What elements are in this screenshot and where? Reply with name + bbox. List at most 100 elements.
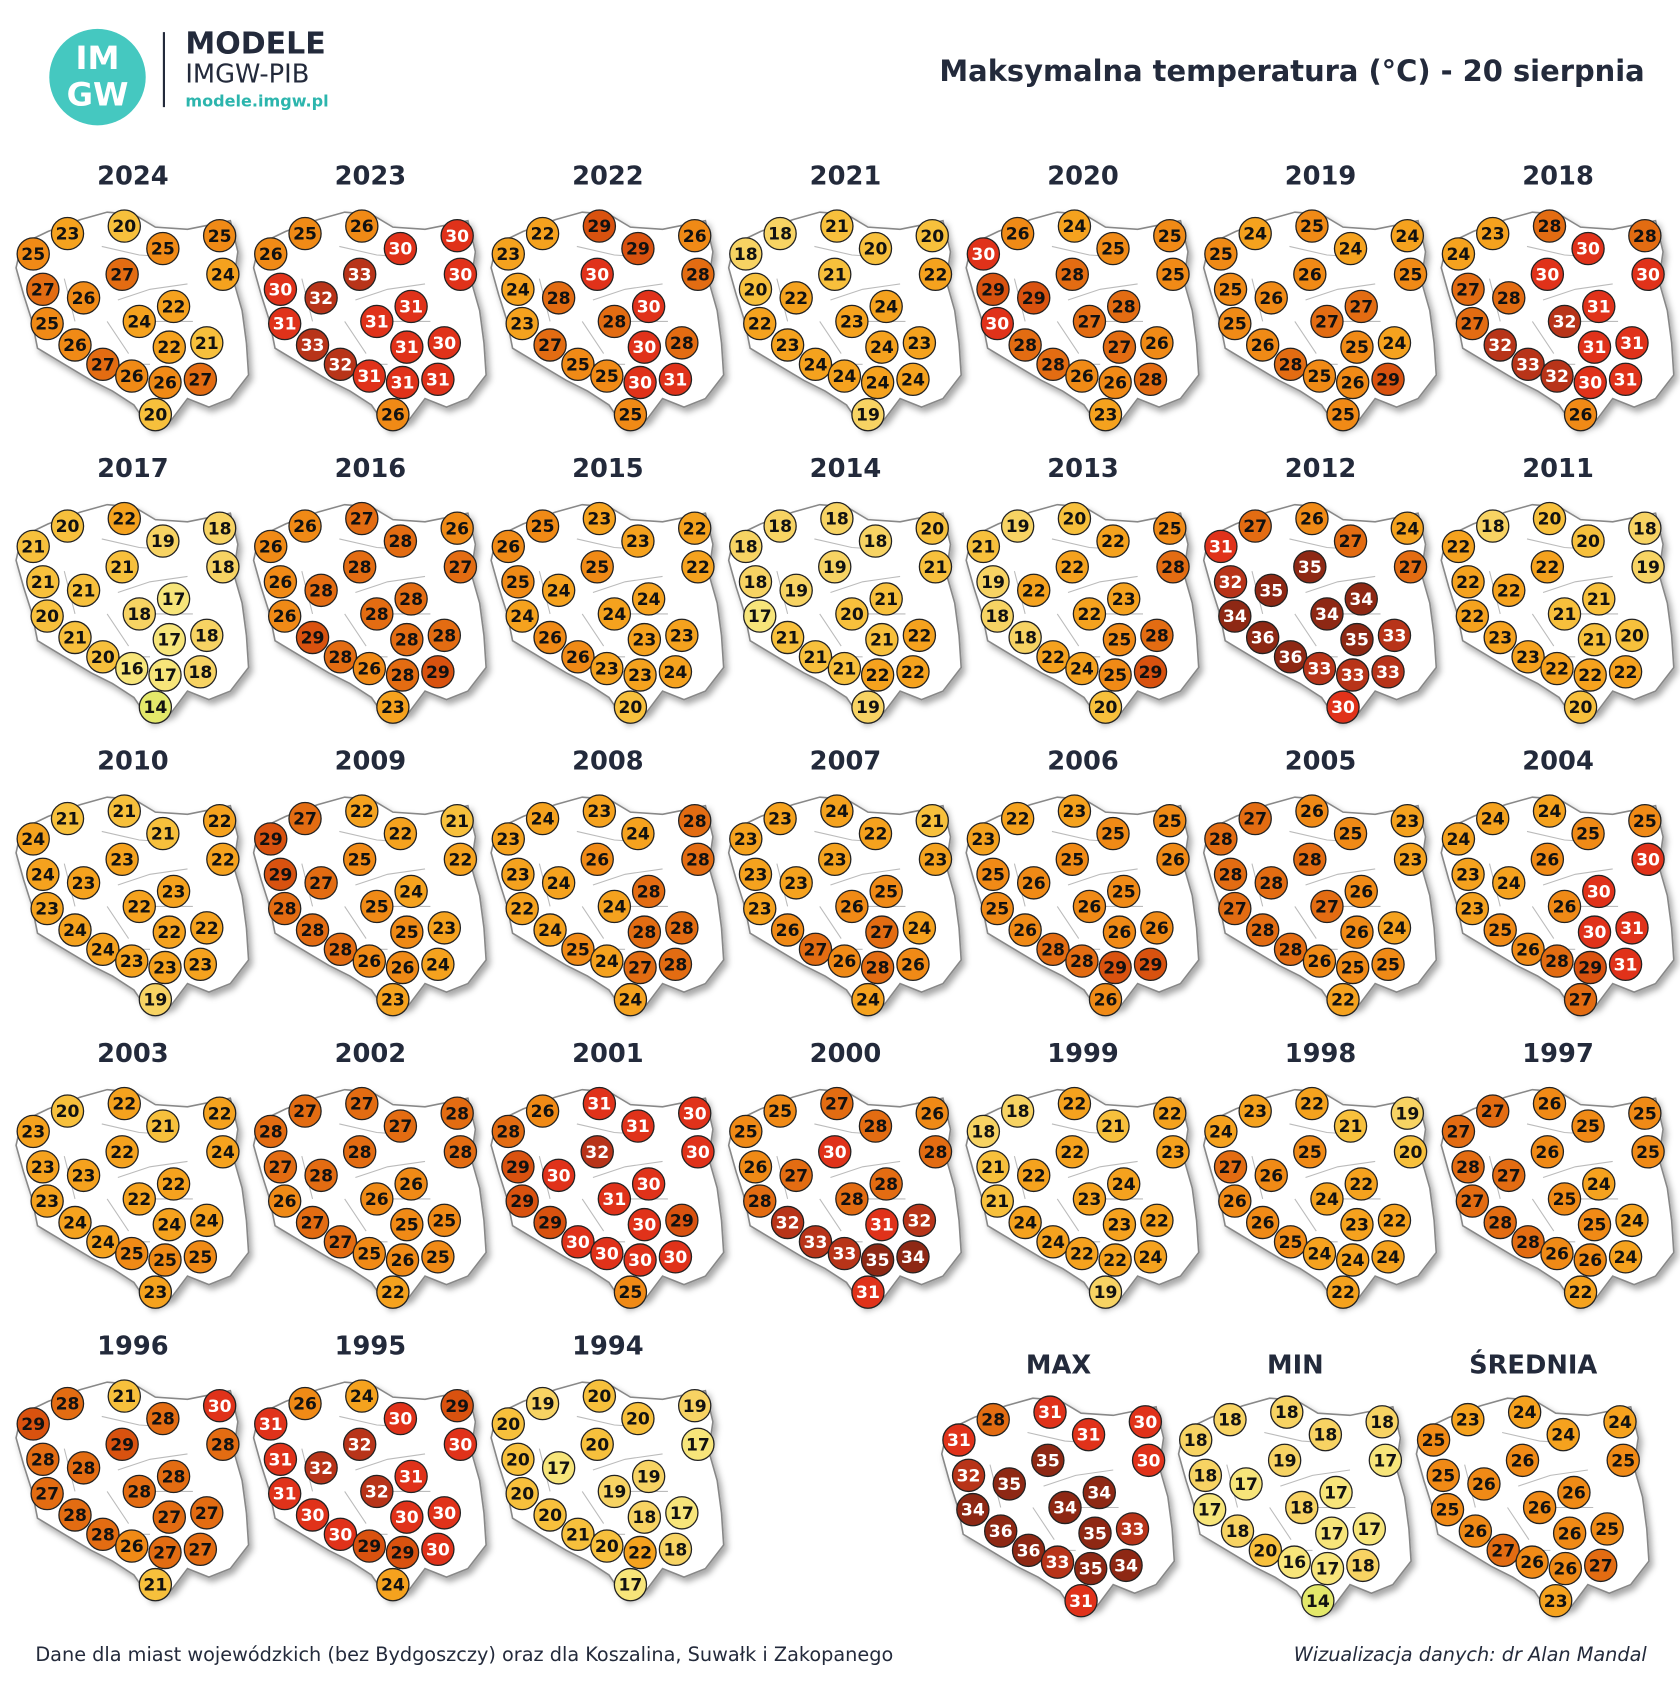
temperature-marker bbox=[858, 816, 893, 851]
temperature-label: 27 bbox=[1315, 897, 1339, 917]
temperature-marker bbox=[148, 1243, 182, 1277]
temperature-label: 21 bbox=[985, 1192, 1009, 1212]
temperature-label: 25 bbox=[1422, 1431, 1446, 1451]
temperature-marker bbox=[1475, 509, 1510, 543]
temperature-marker bbox=[146, 231, 180, 266]
temperature-label: 26 bbox=[566, 648, 590, 668]
temperature-label: 27 bbox=[350, 1095, 374, 1115]
temperature-marker bbox=[1390, 1096, 1425, 1130]
temperature-marker bbox=[1308, 1417, 1343, 1452]
temperature-label: 26 bbox=[1558, 1524, 1582, 1544]
temperature-marker bbox=[1254, 281, 1288, 315]
temperature-marker bbox=[390, 622, 424, 657]
temperature-marker bbox=[1393, 550, 1428, 584]
temperature-marker bbox=[1238, 801, 1272, 836]
temperature-marker bbox=[738, 1150, 773, 1184]
temperature-label: 21 bbox=[832, 660, 856, 680]
temperature-marker bbox=[980, 1184, 1014, 1218]
temperature-label: 28 bbox=[1139, 370, 1163, 390]
temperature-label: 28 bbox=[328, 940, 352, 960]
temperature-label: 30 bbox=[432, 1504, 456, 1524]
temperature-marker bbox=[835, 889, 869, 924]
temperature-label: 30 bbox=[301, 1506, 325, 1526]
temperature-label: 22 bbox=[381, 1283, 405, 1303]
temperature-label: 26 bbox=[120, 367, 144, 387]
temperature-label: 26 bbox=[531, 1102, 555, 1122]
temperature-marker bbox=[915, 511, 949, 545]
temperature-label: 24 bbox=[211, 265, 235, 285]
temperature-label: 27 bbox=[1497, 1166, 1521, 1186]
temperature-label: 28 bbox=[866, 959, 890, 979]
temperature-label: 24 bbox=[510, 607, 534, 627]
temperature-label: 28 bbox=[395, 631, 419, 651]
temperature-label: 23 bbox=[1094, 406, 1118, 426]
temperature-marker bbox=[865, 330, 899, 364]
temperature-marker bbox=[50, 801, 85, 836]
temperature-label: 25 bbox=[293, 225, 317, 245]
temperature-label: 24 bbox=[91, 940, 115, 960]
temperature-label: 23 bbox=[1345, 1216, 1369, 1236]
panel-label: 2012 bbox=[1285, 454, 1357, 484]
temperature-label: 23 bbox=[1112, 590, 1136, 610]
temperature-marker bbox=[1273, 347, 1308, 381]
temperature-label: 29 bbox=[21, 1415, 45, 1435]
temperature-label: 23 bbox=[1460, 900, 1484, 920]
temperature-label: 26 bbox=[1108, 923, 1132, 943]
temperature-label: 22 bbox=[748, 315, 772, 335]
temperature-label: 24 bbox=[426, 955, 450, 975]
temperature-marker bbox=[658, 1532, 693, 1566]
temperature-label: 33 bbox=[1341, 666, 1365, 686]
temperature-label: 28 bbox=[1145, 626, 1169, 646]
temperature-marker bbox=[1109, 1548, 1143, 1583]
temperature-marker bbox=[1082, 1475, 1116, 1510]
temperature-label: 25 bbox=[1112, 882, 1136, 902]
temperature-marker bbox=[820, 209, 854, 243]
temperature-label: 22 bbox=[112, 510, 136, 530]
temperature-marker bbox=[105, 257, 139, 291]
temperature-marker bbox=[590, 1236, 624, 1271]
temperature-label: 19 bbox=[823, 558, 847, 578]
temperature-label: 30 bbox=[208, 1397, 232, 1417]
temperature-label: 30 bbox=[1576, 240, 1600, 260]
temperature-label: 17 bbox=[1234, 1475, 1258, 1495]
temperature-marker bbox=[352, 944, 387, 978]
temperature-marker bbox=[1055, 257, 1089, 291]
temperature-marker bbox=[623, 365, 657, 400]
temperature-label: 18 bbox=[632, 1508, 656, 1528]
temperature-label: 20 bbox=[538, 1506, 562, 1526]
temperature-marker bbox=[58, 1205, 92, 1240]
temperature-label: 36 bbox=[1017, 1541, 1041, 1561]
temperature-label: 23 bbox=[784, 874, 808, 894]
temperature-label: 28 bbox=[664, 955, 688, 975]
temperature-marker bbox=[1335, 1243, 1370, 1277]
temperature-marker bbox=[105, 1135, 139, 1169]
temperature-marker bbox=[590, 1529, 624, 1563]
temperature-label: 19 bbox=[683, 1397, 707, 1417]
temperature-marker bbox=[533, 1205, 567, 1240]
temperature-label: 31 bbox=[870, 1216, 894, 1236]
temperature-label: 24 bbox=[31, 865, 55, 885]
temperature-label: 22 bbox=[1447, 538, 1471, 558]
temperature-label: 24 bbox=[804, 355, 828, 375]
panel-label: 2015 bbox=[572, 454, 644, 484]
temperature-marker bbox=[1277, 1545, 1311, 1579]
temperature-marker bbox=[107, 209, 141, 243]
temperature-marker bbox=[860, 950, 895, 985]
temperature-marker bbox=[1036, 932, 1070, 966]
temperature-label: 27 bbox=[91, 355, 115, 375]
temperature-label: 18 bbox=[744, 573, 768, 593]
temperature-marker bbox=[1511, 347, 1545, 381]
temperature-label: 25 bbox=[35, 315, 59, 335]
temperature-marker bbox=[918, 842, 953, 876]
temperature-label: 22 bbox=[1545, 660, 1569, 680]
temperature-marker bbox=[263, 857, 298, 891]
temperature-marker bbox=[1582, 289, 1616, 324]
temperature-marker bbox=[869, 582, 903, 616]
temperature-label: 24 bbox=[664, 663, 688, 683]
temperature-label: 27 bbox=[804, 940, 828, 960]
